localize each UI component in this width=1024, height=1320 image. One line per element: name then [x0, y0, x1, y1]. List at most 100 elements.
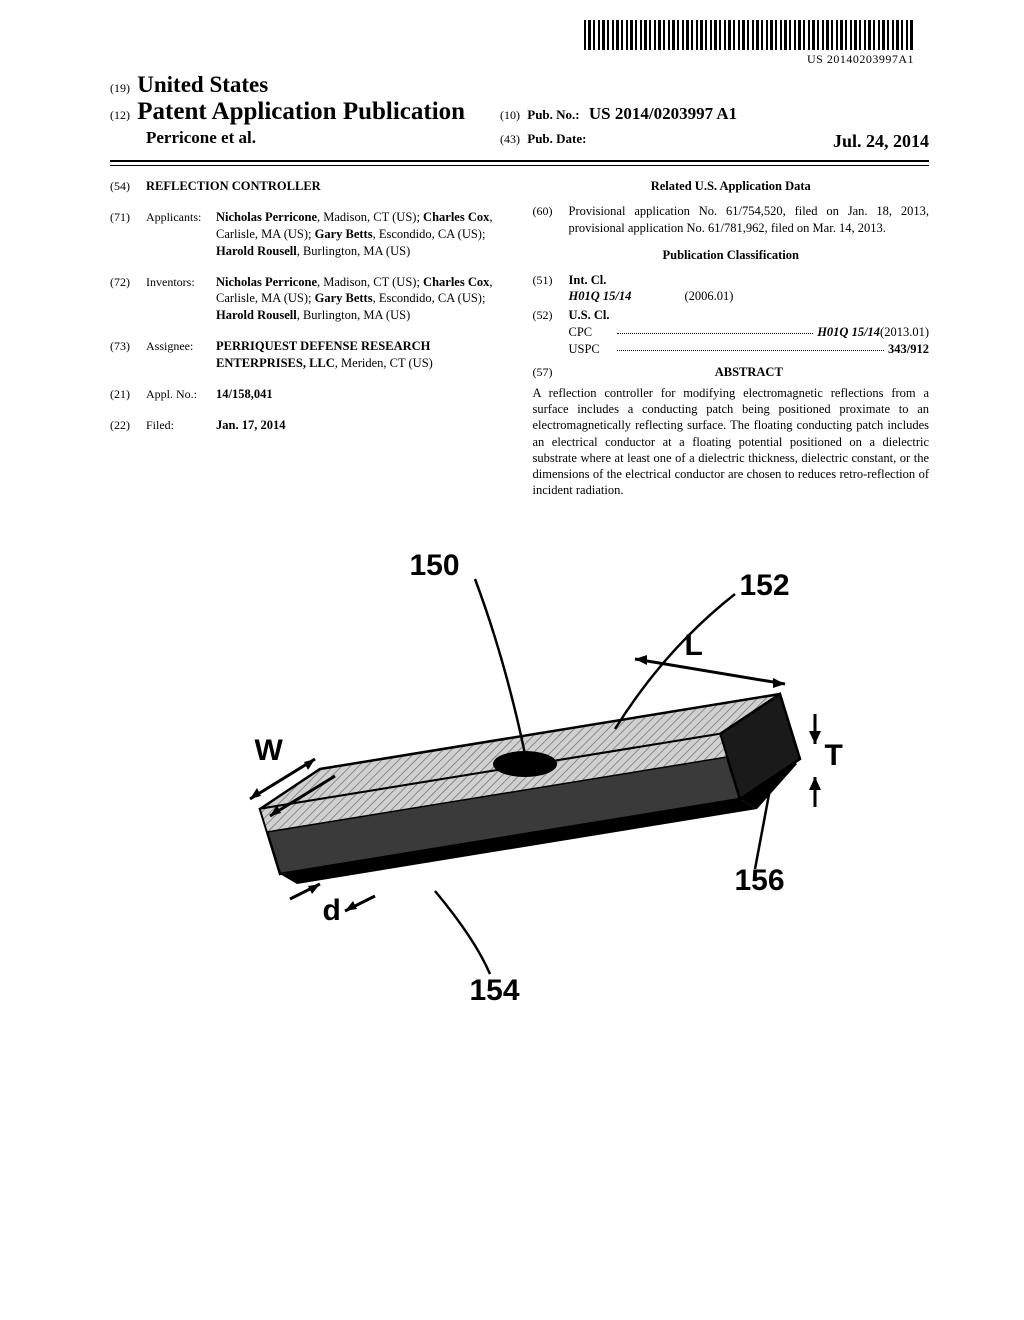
- applno-value: 14/158,041: [216, 386, 507, 403]
- inventors-label: Inventors:: [146, 274, 216, 325]
- applicant-name: Gary Betts: [315, 227, 373, 241]
- code-54: (54): [110, 178, 146, 195]
- label-d: d: [323, 894, 341, 928]
- applicant-name: Charles Cox: [423, 210, 489, 224]
- assignee-loc: Meriden, CT (US): [341, 356, 433, 370]
- rule-thick: [110, 160, 929, 162]
- code-21: (21): [110, 386, 146, 403]
- label-152: 152: [740, 569, 790, 603]
- rule-thin: [110, 165, 929, 166]
- country: United States: [137, 72, 268, 97]
- code-12: (12): [110, 108, 130, 122]
- cpc-label: CPC: [569, 324, 613, 341]
- filed-label: Filed:: [146, 417, 216, 434]
- label-154: 154: [470, 974, 520, 1008]
- intcl-body: Int. Cl. H01Q 15/14 (2006.01): [569, 272, 930, 306]
- code-60: (60): [533, 203, 569, 237]
- code-10: (10): [500, 108, 520, 122]
- inventors-row: (72) Inventors: Nicholas Perricone, Madi…: [110, 274, 507, 325]
- document-header: (19) United States (12) Patent Applicati…: [110, 72, 929, 152]
- assignee-label: Assignee:: [146, 338, 216, 372]
- label-w: W: [255, 734, 283, 768]
- code-57: (57): [533, 364, 569, 381]
- code-22: (22): [110, 417, 146, 434]
- applicant-name: Nicholas Perricone: [216, 210, 317, 224]
- figure-svg: [195, 539, 845, 1019]
- related-text: Provisional application No. 61/754,520, …: [569, 203, 930, 237]
- barcode-block: US 20140203997A1: [110, 20, 929, 67]
- inventor-loc: Escondido, CA (US);: [379, 291, 486, 305]
- label-l: L: [685, 629, 703, 663]
- title-row: (54) REFLECTION CONTROLLER: [110, 178, 507, 195]
- invention-title: REFLECTION CONTROLLER: [146, 178, 507, 195]
- inventor-loc: Madison, CT (US);: [323, 275, 420, 289]
- related-row: (60) Provisional application No. 61/754,…: [533, 203, 930, 237]
- t-arrowhead-1: [809, 731, 821, 744]
- biblio-columns: (54) REFLECTION CONTROLLER (71) Applican…: [110, 178, 929, 499]
- applno-label: Appl. No.:: [146, 386, 216, 403]
- t-arrowhead-2: [809, 777, 821, 790]
- code-19: (19): [110, 81, 130, 95]
- code-72: (72): [110, 274, 146, 325]
- d-arrowhead-1: [308, 884, 320, 894]
- pub-date-value: Jul. 24, 2014: [833, 131, 929, 152]
- related-heading: Related U.S. Application Data: [533, 178, 930, 195]
- intcl-class: H01Q 15/14: [569, 289, 632, 303]
- applicant-loc: Burlington, MA (US): [303, 244, 410, 258]
- pubclass-heading: Publication Classification: [533, 247, 930, 264]
- applicants-label: Applicants:: [146, 209, 216, 260]
- w-arrowhead-2: [304, 759, 315, 770]
- w-arrowhead-1: [250, 788, 261, 799]
- pub-no-value: US 2014/0203997 A1: [589, 104, 737, 123]
- leader-150: [475, 579, 525, 754]
- right-column: Related U.S. Application Data (60) Provi…: [533, 178, 930, 499]
- applicant-loc: Escondido, CA (US);: [379, 227, 486, 241]
- uscl-body: U.S. Cl. CPC H01Q 15/14 (2013.01) USPC 3…: [569, 307, 930, 358]
- applicant-loc: Carlisle, MA (US);: [216, 227, 311, 241]
- pub-date-label: Pub. Date:: [527, 131, 586, 146]
- filed-value: Jan. 17, 2014: [216, 417, 507, 434]
- label-t: T: [825, 739, 843, 773]
- uscl-label: U.S. Cl.: [569, 308, 610, 322]
- left-column: (54) REFLECTION CONTROLLER (71) Applican…: [110, 178, 507, 499]
- intcl-row: (51) Int. Cl. H01Q 15/14 (2006.01): [533, 272, 930, 306]
- uspc-dots: [617, 341, 885, 351]
- applicants-row: (71) Applicants: Nicholas Perricone, Mad…: [110, 209, 507, 260]
- code-52: (52): [533, 307, 569, 358]
- inventor-name: Charles Cox: [423, 275, 489, 289]
- inventor-name: Gary Betts: [315, 291, 373, 305]
- cpc-year: (2013.01): [880, 324, 929, 341]
- assignee-row: (73) Assignee: PERRIQUEST DEFENSE RESEAR…: [110, 338, 507, 372]
- d-arrowhead-2: [345, 901, 357, 911]
- code-51: (51): [533, 272, 569, 306]
- uspc-value: 343/912: [888, 341, 929, 358]
- pub-no-label: Pub. No.:: [527, 107, 579, 122]
- label-156: 156: [735, 864, 785, 898]
- assignee-body: PERRIQUEST DEFENSE RESEARCH ENTERPRISES,…: [216, 338, 507, 372]
- leader-154: [435, 891, 490, 974]
- authors-short: Perricone et al.: [146, 128, 500, 148]
- inventor-name: Harold Rousell: [216, 308, 297, 322]
- patent-figure: 150 152 156 154 W L T d: [195, 539, 845, 1019]
- applno-row: (21) Appl. No.: 14/158,041: [110, 386, 507, 403]
- conducting-patch: [493, 751, 557, 777]
- code-43: (43): [500, 132, 520, 146]
- applicants-body: Nicholas Perricone, Madison, CT (US); Ch…: [216, 209, 507, 260]
- inventors-body: Nicholas Perricone, Madison, CT (US); Ch…: [216, 274, 507, 325]
- publication-type: Patent Application Publication: [137, 98, 465, 125]
- barcode-stripes: [584, 20, 914, 50]
- barcode-text: US 20140203997A1: [584, 52, 914, 67]
- label-150: 150: [410, 549, 460, 583]
- uscl-row: (52) U.S. Cl. CPC H01Q 15/14 (2013.01) U…: [533, 307, 930, 358]
- cpc-dots: [617, 324, 814, 334]
- intcl-label: Int. Cl.: [569, 273, 607, 287]
- applicant-loc: Madison, CT (US);: [323, 210, 420, 224]
- intcl-year: (2006.01): [684, 289, 733, 303]
- abstract-label: ABSTRACT: [569, 364, 930, 381]
- filed-row: (22) Filed: Jan. 17, 2014: [110, 417, 507, 434]
- inventor-name: Nicholas Perricone: [216, 275, 317, 289]
- applicant-name: Harold Rousell: [216, 244, 297, 258]
- inventor-loc: Burlington, MA (US): [303, 308, 410, 322]
- abstract-header-row: (57) ABSTRACT: [533, 364, 930, 381]
- inventor-loc: Carlisle, MA (US);: [216, 291, 311, 305]
